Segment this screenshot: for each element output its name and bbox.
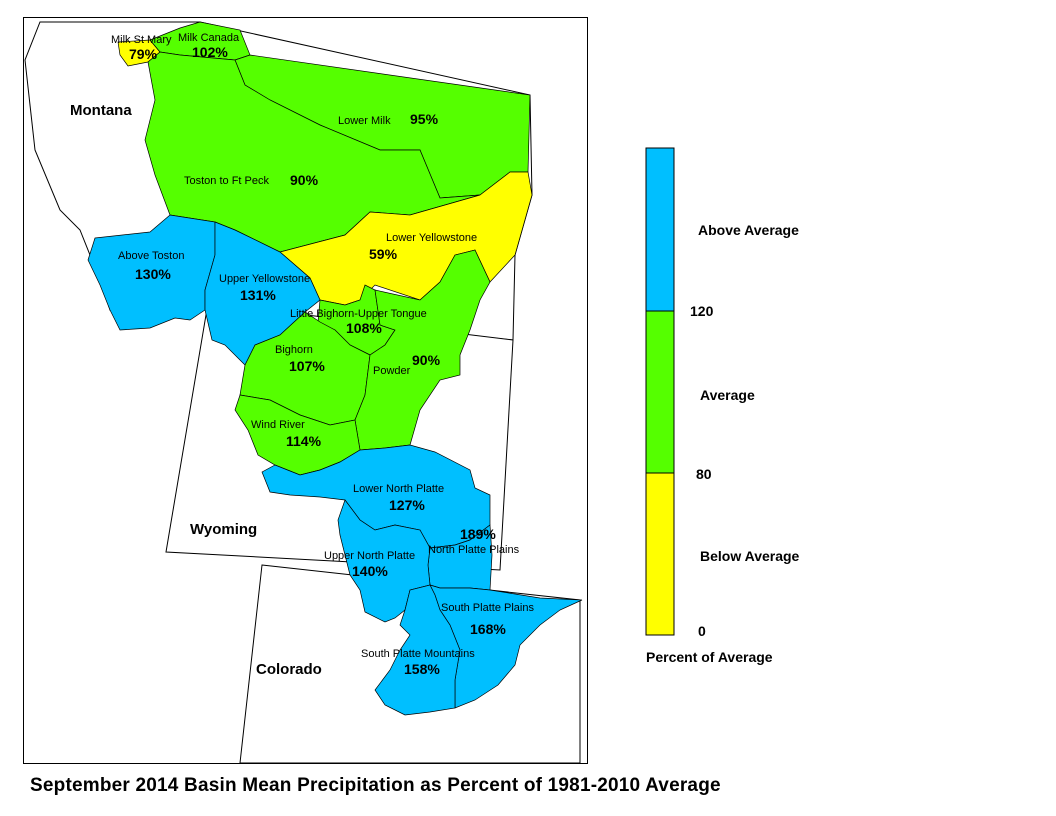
- basin-pct-north-platte-plains: 189%: [460, 526, 496, 542]
- basin-lower-yellowstone[interactable]: [279, 171, 533, 306]
- basin-pct-lower-yellowstone: 59%: [369, 246, 398, 262]
- legend-swatch-average: [645, 310, 675, 474]
- basin-name-bighorn: Bighorn: [275, 344, 313, 356]
- basin-name-above-toston: Above Toston: [118, 250, 184, 262]
- basin-pct-lower-milk: 95%: [410, 111, 439, 127]
- legend: Above Average Average Below Average 120 …: [645, 147, 800, 665]
- basin-name-upper-north-platte: Upper North Platte: [324, 550, 415, 562]
- legend-swatch-below: [645, 472, 675, 636]
- basin-pct-milk-canada: 102%: [192, 44, 228, 60]
- basin-name-south-platte-mountains: South Platte Mountains: [361, 648, 475, 660]
- legend-label-below: Below Average: [700, 548, 800, 564]
- basin-south-platte-mountains[interactable]: [374, 584, 461, 716]
- state-label-montana: Montana: [70, 102, 132, 119]
- basin-name-milk-canada: Milk Canada: [178, 32, 240, 44]
- legend-break-80: 80: [696, 466, 712, 482]
- basin-name-toston-ft-peck: Toston to Ft Peck: [184, 175, 269, 187]
- basin-pct-powder: 90%: [412, 352, 441, 368]
- basin-pct-south-platte-plains: 168%: [470, 621, 506, 637]
- legend-break-0: 0: [698, 623, 706, 639]
- map-title: September 2014 Basin Mean Precipitation …: [30, 775, 721, 796]
- basin-name-milk-st-mary: Milk St Mary: [111, 34, 172, 46]
- legend-label-above: Above Average: [698, 222, 799, 238]
- basin-name-lower-north-platte: Lower North Platte: [353, 483, 444, 495]
- legend-break-120: 120: [690, 303, 714, 319]
- basin-name-south-platte-plains: South Platte Plains: [441, 602, 534, 614]
- basin-above-toston[interactable]: [87, 214, 216, 331]
- basin-pct-little-bighorn: 108%: [346, 320, 382, 336]
- basin-pct-bighorn: 107%: [289, 358, 325, 374]
- basin-name-north-platte-plains: North Platte Plains: [428, 544, 520, 556]
- basin-pct-above-toston: 130%: [135, 266, 171, 282]
- basin-pct-toston-ft-peck: 90%: [290, 172, 319, 188]
- basin-name-lower-yellowstone: Lower Yellowstone: [386, 232, 477, 244]
- basin-name-little-bighorn: Little Bighorn-Upper Tongue: [290, 308, 427, 320]
- basin-pct-wind-river: 114%: [286, 433, 322, 449]
- basin-pct-upper-north-platte: 140%: [352, 563, 388, 579]
- basin-name-powder: Powder: [373, 365, 411, 377]
- basin-pct-milk-st-mary: 79%: [129, 46, 158, 62]
- basin-name-upper-yellowstone: Upper Yellowstone: [219, 273, 310, 285]
- legend-title: Percent of Average: [646, 649, 773, 665]
- basin-name-lower-milk: Lower Milk: [338, 115, 391, 127]
- state-label-colorado: Colorado: [256, 661, 322, 678]
- legend-label-average: Average: [700, 387, 755, 403]
- basin-name-wind-river: Wind River: [251, 419, 305, 431]
- basin-pct-south-platte-mountains: 158%: [404, 661, 440, 677]
- basin-pct-upper-yellowstone: 131%: [240, 287, 276, 303]
- legend-swatch-above: [645, 147, 675, 312]
- state-label-wyoming: Wyoming: [190, 521, 257, 538]
- basin-pct-lower-north-platte: 127%: [389, 497, 425, 513]
- basin-powder[interactable]: [354, 249, 491, 451]
